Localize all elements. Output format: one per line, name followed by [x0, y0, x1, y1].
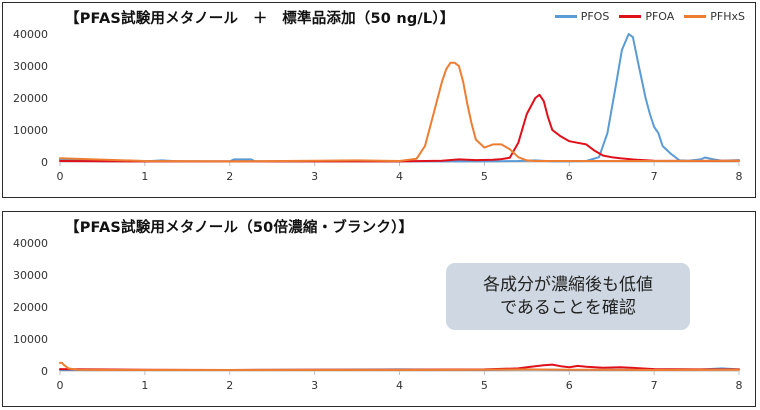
x-tick-label: 7 [651, 379, 658, 392]
callout-line-1: 各成分が濃縮後も低値 [483, 274, 653, 295]
chart-plot-top: 0 1 2 3 4 5 6 7 8 0 10000 20000 30000 40000 [13, 28, 743, 183]
y-tick-label: 40000 [13, 237, 48, 250]
y-tick-label: 30000 [13, 269, 48, 282]
y-tick-label: 30000 [13, 60, 48, 73]
chart-plot-bottom: 0 1 2 3 4 5 6 7 8 0 10000 20000 30000 40000 [13, 237, 743, 392]
series-line-pfoa [59, 93, 740, 163]
x-tick-label: 2 [226, 379, 233, 392]
y-tick-label: 10000 [13, 333, 48, 346]
chart-title: 【PFAS試験用メタノール ＋ 標準品添加（50 ng/L）】 [65, 11, 455, 27]
x-tick-label: 5 [481, 170, 488, 183]
chart-legend: PFOS PFOA PFHxS [554, 10, 745, 23]
series-line-pfhxs [59, 61, 740, 163]
x-tick-label: 3 [311, 170, 318, 183]
x-tick-label: 0 [57, 379, 64, 392]
callout-line-2: であることを確認 [500, 297, 636, 318]
y-tick-label: 20000 [13, 92, 48, 105]
legend-swatch [619, 15, 642, 18]
legend-label: PFOA [645, 10, 675, 23]
x-tick-label: 0 [57, 170, 64, 183]
chart-panel-top: 【PFAS試験用メタノール ＋ 標準品添加（50 ng/L）】 PFOS PFO… [2, 2, 756, 198]
x-tick-label: 4 [396, 379, 403, 392]
y-tick-label: 10000 [13, 124, 48, 137]
y-tick-label: 0 [41, 365, 48, 378]
y-tick-label: 0 [41, 156, 48, 169]
x-tick-label: 6 [566, 170, 573, 183]
x-tick-label: 1 [141, 170, 148, 183]
y-tick-label: 40000 [13, 28, 48, 41]
x-tick-label: 1 [141, 379, 148, 392]
legend-swatch [554, 15, 577, 18]
legend-item-pfos: PFOS [554, 10, 610, 23]
x-tick-label: 2 [226, 170, 233, 183]
x-tick-label: 7 [651, 170, 658, 183]
legend-item-pfhxs: PFHxS [684, 10, 745, 23]
y-tick-label: 20000 [13, 301, 48, 314]
legend-label: PFHxS [710, 10, 745, 23]
legend-item-pfoa: PFOA [619, 10, 674, 23]
x-tick-label: 3 [311, 379, 318, 392]
legend-swatch [684, 15, 707, 18]
x-tick-label: 8 [736, 379, 743, 392]
x-tick-label: 6 [566, 379, 573, 392]
series-line-pfos [59, 33, 740, 163]
x-tick-label: 5 [481, 379, 488, 392]
x-tick-label: 4 [396, 170, 403, 183]
series-line-pfhxs [59, 361, 740, 371]
x-tick-label: 8 [736, 170, 743, 183]
callout-box: 各成分が濃縮後も低値 であることを確認 [446, 263, 690, 330]
legend-label: PFOS [580, 10, 610, 23]
chart-title: 【PFAS試験用メタノール（50倍濃縮・ブランク）】 [65, 220, 414, 236]
